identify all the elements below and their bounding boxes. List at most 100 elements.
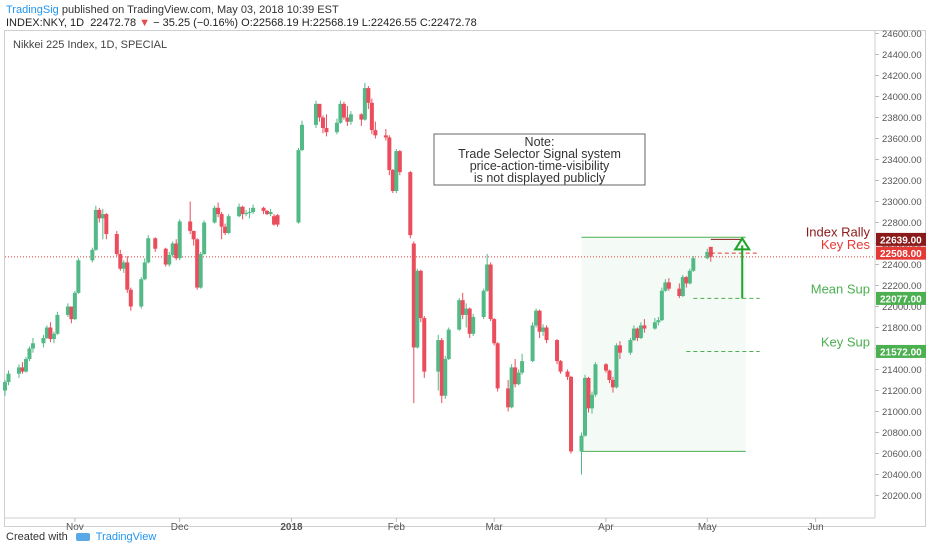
candle-body [638,325,643,338]
candle-body [677,288,682,296]
candle-body [656,320,661,323]
candle-body [118,254,123,269]
candle-body [460,300,465,315]
candle-body [177,221,182,259]
last-price: 22472.78 [90,17,137,29]
candle-body [44,327,49,338]
candle-body [216,207,221,215]
candle-body [244,213,249,215]
candle-body [341,103,346,118]
candle-body [471,317,476,334]
candle-body [97,209,102,219]
price-label-text: 21572.00 [880,347,922,358]
high-value: H:22568.19 [301,17,359,29]
y-tick-label: 23200.00 [882,176,922,187]
candle-body [369,102,374,131]
y-tick-label: 20600.00 [882,449,922,460]
candle-body [226,216,231,233]
candle-body [495,343,500,389]
candle-body [506,388,511,408]
candle-body [558,361,563,372]
candle-body [422,318,427,372]
candle-body [69,306,74,320]
candle-body [268,212,273,215]
candle-body [708,246,713,257]
candle-body [589,394,594,409]
candle-body [534,310,539,326]
candle-body [30,343,35,349]
candle-body [520,361,525,373]
candle-body [509,367,514,408]
candle-body [614,345,619,388]
candle-body [569,376,574,452]
y-tick-label: 23600.00 [882,134,922,145]
candle-body [348,114,353,122]
price-label-box [876,232,926,246]
low-value: L:22426.55 [361,17,417,29]
y-tick-label: 23400.00 [882,155,922,166]
chart-frame [4,30,926,527]
candle-body [170,243,175,256]
price-label-text: 22508.00 [880,249,922,260]
candle-body [464,308,469,315]
price-label-box [876,344,926,358]
candle-body [219,214,224,227]
candle-body [603,364,608,371]
candle-body [617,345,622,353]
y-tick-label: 22000.00 [882,302,922,313]
candle-body [65,306,70,315]
candle-body [366,88,371,103]
x-tick-label: 2018 [280,522,303,533]
candle-body [359,114,364,120]
candle-body [457,300,462,330]
note-line: price-action-time-visibility [470,159,610,173]
candle-body [635,328,640,338]
candle-body [415,270,420,348]
candle-body [680,277,685,296]
candle-body [397,151,402,173]
candle-body [408,172,413,236]
candle-body [237,206,242,217]
candle-body [610,380,615,388]
candle-body [555,340,560,362]
tradingview-brand[interactable]: TradingView [95,531,157,543]
x-tick-label: May [698,522,717,533]
price-label-text: 22077.00 [880,294,922,305]
candle-body [198,254,203,288]
candle-body [684,277,689,284]
candle-body [530,325,535,362]
publisher-name[interactable]: TradingSig [6,4,59,16]
candle-body [51,333,56,340]
candle-body [373,130,378,136]
candle-body [114,234,119,254]
key-sup-label: Key Sup [821,334,870,349]
candle-body [275,215,280,225]
y-tick-label: 24600.00 [882,29,922,40]
candle-body [485,264,490,291]
candle-body [537,310,542,332]
candle-body [6,373,11,383]
candle-body [394,151,399,191]
price-change: − 35.25 (−0.16%) [153,17,239,29]
candle-body [362,88,367,120]
candle-body [663,282,668,291]
key-res-label: Key Res [821,237,871,252]
candle-body [142,262,147,280]
candle-body [153,238,158,249]
candle-body [583,377,587,436]
x-tick-label: Apr [598,522,614,533]
candle-body [139,279,144,307]
y-tick-label: 22400.00 [882,260,922,271]
candle-body [27,348,32,359]
candle-body [121,262,126,269]
candle-body [446,329,451,359]
candle-body [705,251,710,259]
candle-body [383,135,388,138]
candle-body [642,325,647,329]
candle-body [16,367,21,374]
candle-body [544,327,549,341]
y-tick-label: 24000.00 [882,92,922,103]
y-tick-label: 20200.00 [882,491,922,502]
candle-body [174,243,179,259]
